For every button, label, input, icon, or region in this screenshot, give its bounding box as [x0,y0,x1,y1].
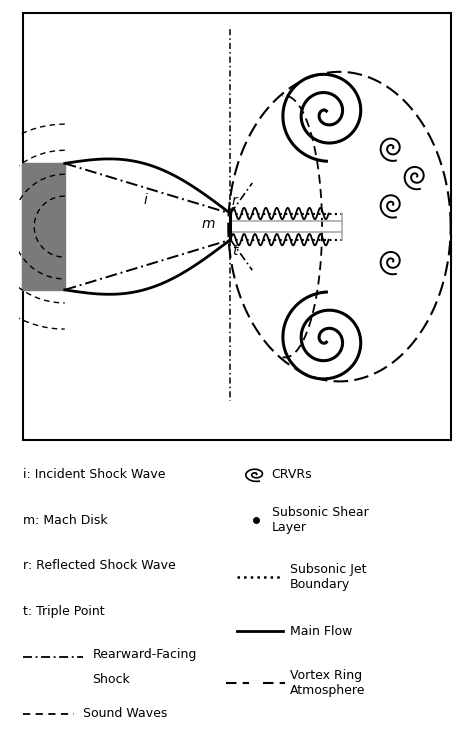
Text: i: i [144,192,147,207]
Text: m: m [202,217,215,232]
Text: Rearward-Facing: Rearward-Facing [92,648,197,661]
Text: t: Triple Point: t: Triple Point [23,605,105,618]
Text: Subsonic Jet
Boundary: Subsonic Jet Boundary [290,563,366,591]
Text: CRVRs: CRVRs [272,468,312,481]
Text: t: t [232,243,237,257]
Text: Sound Waves: Sound Waves [83,708,168,720]
Bar [22,163,65,290]
Text: Vortex Ring
Atmosphere: Vortex Ring Atmosphere [290,669,365,697]
Text: Main Flow: Main Flow [290,625,353,637]
Text: i: Incident Shock Wave: i: Incident Shock Wave [23,468,166,481]
Text: r: r [232,194,237,208]
Text: Shock: Shock [92,673,130,686]
Text: Subsonic Shear
Layer: Subsonic Shear Layer [272,506,368,534]
Text: r: Reflected Shock Wave: r: Reflected Shock Wave [23,559,176,572]
Text: m: Mach Disk: m: Mach Disk [23,514,108,526]
